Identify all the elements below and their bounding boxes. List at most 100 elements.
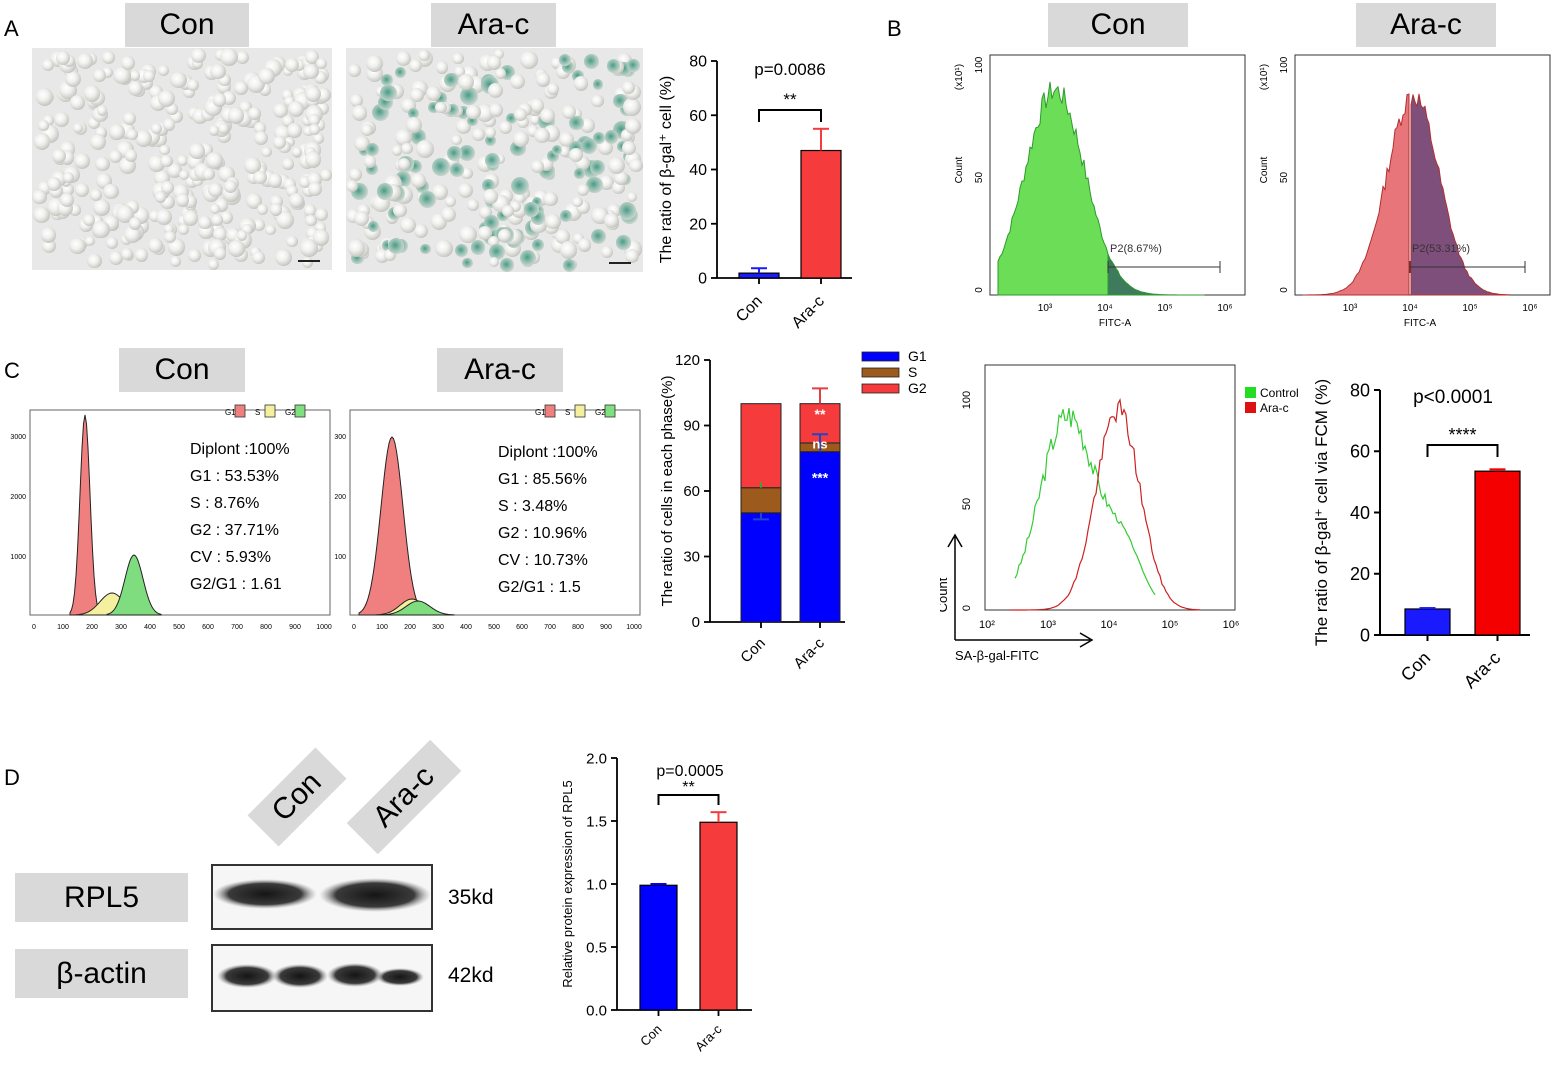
scale-label: (x10¹) bbox=[1259, 64, 1270, 90]
cell bbox=[210, 214, 223, 227]
cell bbox=[394, 128, 412, 146]
x-tick-label: 600 bbox=[516, 624, 528, 631]
cell bbox=[265, 225, 276, 236]
cell bbox=[300, 239, 318, 257]
cell bbox=[568, 148, 584, 163]
cell bbox=[109, 251, 124, 265]
cell bbox=[471, 127, 485, 141]
cell bbox=[477, 225, 492, 240]
cell bbox=[90, 189, 102, 202]
cell bbox=[143, 70, 156, 83]
cell bbox=[559, 241, 577, 259]
cell bbox=[529, 114, 541, 125]
cell bbox=[134, 247, 149, 262]
x-tick-label: 0 bbox=[32, 624, 36, 631]
y-tick-label: 0.5 bbox=[586, 939, 607, 956]
stat-line: CV : 5.93% bbox=[190, 549, 271, 566]
y-arrow bbox=[947, 533, 963, 640]
y-tick-label: 300 bbox=[334, 434, 346, 441]
x-tick-label: 10⁵ bbox=[1462, 303, 1477, 314]
cell bbox=[129, 69, 141, 81]
cell bbox=[591, 94, 604, 107]
cell bbox=[393, 203, 408, 218]
cell bbox=[622, 80, 636, 95]
cell bbox=[123, 112, 136, 125]
band-actin-con-a bbox=[217, 964, 277, 988]
cell bbox=[282, 158, 294, 170]
cell bbox=[228, 240, 245, 257]
cell bbox=[213, 247, 227, 260]
cell bbox=[212, 227, 227, 241]
x-tick-label: 400 bbox=[460, 624, 472, 631]
sig-label-g2: ** bbox=[815, 406, 826, 422]
cell bbox=[626, 191, 638, 203]
cell bbox=[253, 170, 267, 185]
cell bbox=[455, 119, 471, 135]
cell bbox=[248, 107, 261, 120]
cell bbox=[550, 57, 563, 69]
band-actin-con-b bbox=[272, 964, 328, 988]
cell bbox=[208, 182, 223, 198]
cell bbox=[459, 86, 478, 105]
cell bbox=[92, 68, 106, 82]
cell bbox=[92, 220, 110, 239]
band-rpl5-arac bbox=[319, 878, 431, 912]
cell bbox=[284, 95, 296, 107]
x-tick-label: 700 bbox=[544, 624, 556, 631]
cell bbox=[547, 83, 560, 96]
cell bbox=[432, 183, 449, 200]
legend-swatch bbox=[544, 404, 556, 418]
chart-b-fcm-ratio: 0 20 40 60 80 Con Ara-c The ratio of β-gal⁺ cel… bbox=[1312, 379, 1530, 693]
y-axis-label: The ratio of cells in each phase(%) bbox=[659, 376, 676, 607]
cell bbox=[210, 63, 226, 80]
cell bbox=[189, 143, 205, 159]
cell bbox=[179, 169, 190, 180]
cell bbox=[175, 193, 190, 207]
cell bbox=[103, 183, 119, 200]
cell bbox=[488, 257, 499, 268]
legend-swatch-g2 bbox=[861, 383, 900, 394]
cell bbox=[623, 97, 641, 116]
cell bbox=[307, 181, 323, 197]
cell bbox=[256, 203, 269, 215]
gate-label: P2(53.31%) bbox=[1412, 243, 1470, 255]
cell bbox=[401, 142, 413, 155]
cell bbox=[108, 123, 125, 140]
cell bbox=[532, 197, 543, 208]
phase-peak bbox=[358, 436, 426, 616]
band-actin-arac-a bbox=[327, 963, 383, 987]
segment-g1 bbox=[740, 512, 782, 623]
y-axis-label: The ratio of β-gal⁺ cell (%) bbox=[658, 76, 675, 263]
cell bbox=[376, 183, 394, 200]
cell bbox=[352, 105, 368, 121]
cell bbox=[459, 225, 477, 244]
scale-bar bbox=[298, 260, 320, 262]
cell bbox=[543, 192, 558, 207]
p-value: p=0.0086 bbox=[754, 60, 825, 79]
cell bbox=[569, 115, 584, 130]
stat-line: G1 : 53.53% bbox=[190, 468, 279, 485]
cell bbox=[436, 61, 449, 74]
y-tick-label: 60 bbox=[683, 483, 700, 500]
cell bbox=[614, 170, 628, 185]
cell bbox=[446, 146, 462, 162]
bar-con bbox=[639, 884, 678, 1011]
chart-a-senescence-ratio: 0 20 40 60 80 Con Ara-c The ratio of β-gal⁺ cel… bbox=[658, 54, 852, 332]
cell bbox=[313, 133, 324, 144]
cell bbox=[115, 204, 134, 223]
x-tick-label: Ara-c bbox=[1460, 648, 1505, 693]
cell bbox=[59, 192, 74, 208]
cell bbox=[38, 120, 49, 131]
cell bbox=[304, 214, 317, 227]
cell bbox=[88, 116, 100, 129]
cell bbox=[288, 192, 304, 208]
y-tick-label: 20 bbox=[1350, 564, 1370, 584]
cell bbox=[539, 107, 555, 123]
x-tick-label: 10⁴ bbox=[1097, 303, 1112, 314]
cell bbox=[510, 201, 521, 212]
cell bbox=[572, 233, 584, 245]
y-tick-label: 200 bbox=[334, 494, 346, 501]
cell bbox=[350, 94, 364, 108]
segment-s bbox=[740, 487, 782, 514]
x-tick-label: 500 bbox=[488, 624, 500, 631]
